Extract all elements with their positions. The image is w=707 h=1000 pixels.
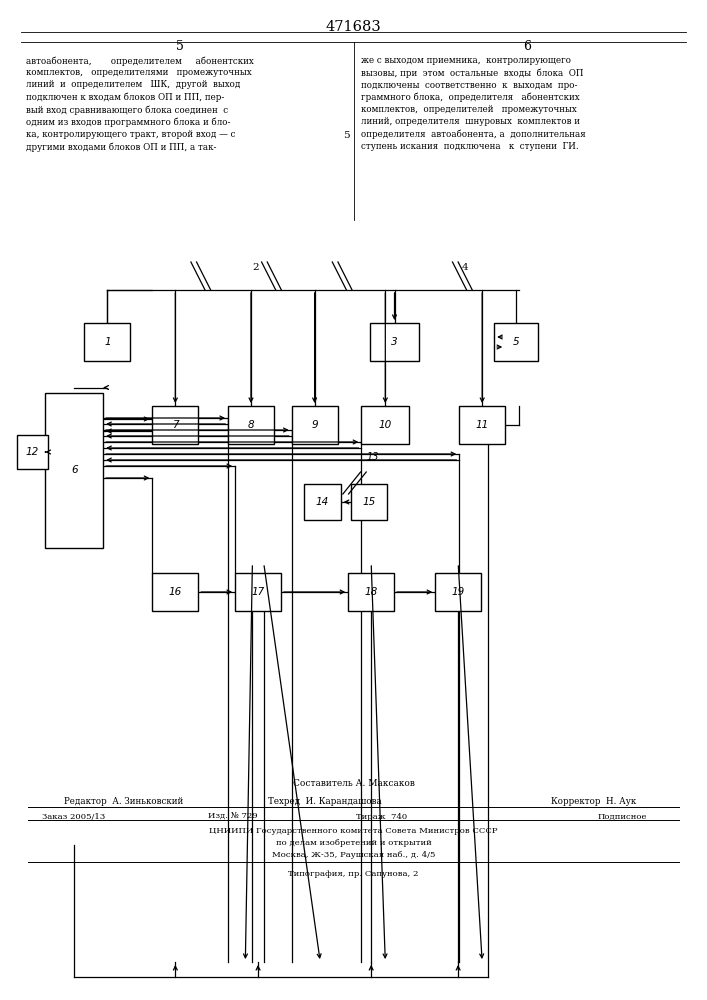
Text: 2: 2	[252, 263, 259, 272]
Text: Типография, пр. Сапунова, 2: Типография, пр. Сапунова, 2	[288, 870, 419, 878]
Text: Заказ 2005/13: Заказ 2005/13	[42, 813, 105, 821]
Text: 6: 6	[71, 465, 78, 475]
Bar	[494, 323, 538, 361]
Bar	[85, 323, 130, 361]
Text: ЦНИИПИ Государственного комитета Совета Министров СССР: ЦНИИПИ Государственного комитета Совета …	[209, 827, 498, 835]
Text: 6: 6	[522, 40, 531, 53]
Text: Составитель А. Максаков: Составитель А. Максаков	[293, 780, 414, 788]
Text: 8: 8	[247, 420, 255, 430]
Text: 5: 5	[513, 337, 520, 347]
Text: 14: 14	[316, 497, 329, 507]
Bar	[228, 406, 274, 444]
Text: Редактор  А. Зиньковский: Редактор А. Зиньковский	[64, 796, 183, 806]
Text: 9: 9	[311, 420, 318, 430]
Bar	[291, 406, 338, 444]
Text: 12: 12	[26, 447, 39, 457]
Text: Тираж  740: Тираж 740	[356, 813, 407, 821]
Bar	[153, 573, 198, 611]
Text: 5: 5	[343, 130, 349, 139]
Text: 1: 1	[104, 337, 111, 347]
Text: 17: 17	[252, 587, 264, 597]
Text: 16: 16	[169, 587, 182, 597]
Text: 10: 10	[379, 420, 392, 430]
Text: 4: 4	[462, 263, 469, 272]
Bar	[436, 573, 481, 611]
Text: 15: 15	[363, 497, 375, 507]
Text: 471683: 471683	[326, 20, 381, 34]
Text: 11: 11	[476, 420, 489, 430]
Bar	[17, 435, 48, 469]
Bar	[45, 392, 103, 548]
Bar	[349, 573, 395, 611]
Bar	[153, 406, 198, 444]
Text: Техред  И. Карандашова: Техред И. Карандашова	[269, 796, 382, 806]
Text: Подписное: Подписное	[597, 813, 647, 821]
Text: Корректор  Н. Аук: Корректор Н. Аук	[551, 796, 636, 806]
Text: автоабонента,       определителем     абонентских
комплектов,   определителями  : автоабонента, определителем абонентских …	[26, 56, 254, 152]
Text: 19: 19	[452, 587, 464, 597]
Text: по делам изобретений и открытий: по делам изобретений и открытий	[276, 839, 431, 847]
Text: 13: 13	[366, 452, 379, 462]
Bar	[460, 406, 506, 444]
Bar	[351, 484, 387, 520]
Bar	[304, 484, 341, 520]
Bar	[361, 406, 409, 444]
Text: 3: 3	[391, 337, 398, 347]
Text: же с выходом приемника,  контролирующего
вызовы, при  этом  остальные  входы  бл: же с выходом приемника, контролирующего …	[361, 56, 585, 151]
Text: Москва, Ж-35, Раушская наб., д. 4/5: Москва, Ж-35, Раушская наб., д. 4/5	[271, 851, 436, 859]
Text: 18: 18	[365, 587, 378, 597]
Text: 5: 5	[176, 40, 185, 53]
Bar	[370, 323, 419, 361]
Bar	[235, 573, 281, 611]
Text: Изд. № 729: Изд. № 729	[209, 813, 258, 821]
Text: 7: 7	[172, 420, 179, 430]
